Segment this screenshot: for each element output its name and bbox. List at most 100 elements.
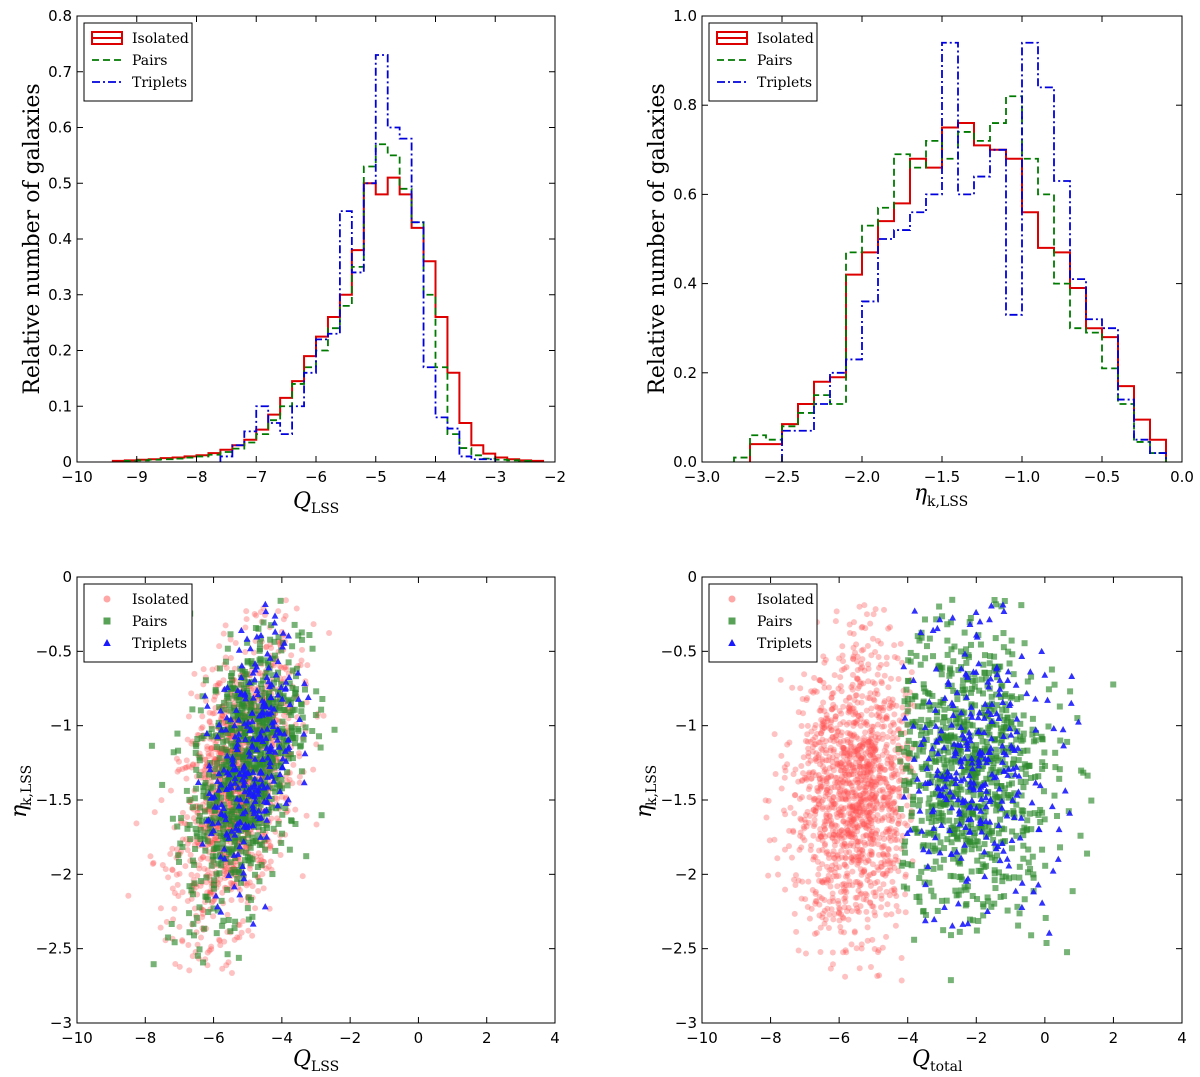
pairs-point — [273, 676, 280, 683]
isolated-point — [854, 894, 861, 901]
isolated-point — [790, 828, 797, 835]
pairs-point — [193, 830, 200, 837]
isolated-point — [831, 855, 838, 862]
isolated-point — [885, 696, 892, 703]
isolated-point — [771, 836, 778, 843]
isolated-point — [838, 911, 845, 918]
isolated-point — [832, 713, 839, 720]
isolated-point — [179, 937, 186, 944]
triplets-point — [223, 752, 231, 759]
isolated-point — [813, 804, 820, 811]
pairs-point — [1017, 720, 1024, 727]
isolated-point — [191, 905, 198, 912]
isolated-point — [824, 791, 831, 798]
isolated-point — [871, 793, 878, 800]
isolated-point — [196, 862, 203, 869]
isolated-point — [879, 723, 886, 730]
triplets-point — [217, 853, 225, 860]
pairs-point — [1035, 811, 1042, 818]
isolated-point — [818, 895, 825, 902]
pairs-point — [168, 920, 175, 927]
isolated-point — [866, 803, 873, 810]
pairs-point — [212, 766, 219, 773]
pairs-point — [948, 759, 955, 766]
pairs-point — [290, 734, 297, 741]
isolated-point — [274, 815, 281, 822]
pairs-point — [904, 708, 911, 715]
isolated-point — [825, 757, 832, 764]
pairs-point — [197, 878, 204, 885]
isolated-point — [830, 746, 837, 753]
isolated-point — [866, 737, 873, 744]
triplets-point — [257, 732, 265, 740]
isolated-point — [174, 881, 181, 888]
isolated-point — [846, 849, 853, 856]
isolated-point — [892, 809, 899, 816]
pairs-point — [992, 857, 999, 864]
isolated-point — [837, 791, 844, 798]
isolated-point — [840, 884, 847, 891]
isolated-point — [797, 832, 804, 839]
isolated-point — [875, 851, 882, 858]
isolated-point — [858, 945, 865, 952]
isolated-point — [854, 658, 861, 665]
isolated-point — [887, 699, 894, 706]
ticks: −3.0 −2.5 −2.0 −1.5 −1.0 −0.5 0.00.00.20.40.60… — [673, 7, 1194, 486]
isolated-point — [853, 807, 860, 814]
isolated-point — [855, 857, 862, 864]
pairs-point — [244, 659, 251, 666]
pairs-point — [927, 706, 934, 713]
triplets-point — [300, 730, 308, 737]
pairs-point — [997, 694, 1004, 701]
pairs-point — [979, 738, 986, 745]
pairs-point — [189, 804, 196, 811]
pairs-point — [974, 814, 981, 821]
isolated-point — [887, 805, 894, 812]
pairs-point — [957, 860, 964, 867]
isolated-point — [887, 792, 894, 799]
isolated-point — [836, 828, 843, 835]
triplets-point — [263, 833, 271, 840]
isolated-point — [821, 742, 828, 749]
isolated-point — [870, 766, 877, 773]
isolated-legend-label: Isolated — [132, 31, 189, 47]
pairs-point — [224, 808, 231, 815]
isolated-point — [869, 836, 876, 843]
triplets-point — [276, 770, 284, 777]
isolated-point — [876, 714, 883, 721]
isolated-point — [889, 807, 896, 814]
isolated-point — [852, 776, 859, 783]
isolated-point — [867, 848, 874, 855]
isolated-point — [872, 889, 879, 896]
isolated-point — [859, 743, 866, 750]
triplets-point — [240, 838, 248, 845]
triplets-point — [266, 758, 274, 765]
isolated-point — [805, 786, 812, 793]
isolated-point — [893, 903, 900, 910]
pairs-point — [227, 765, 234, 772]
isolated-point — [852, 790, 859, 797]
isolated-point — [829, 851, 836, 858]
isolated-point — [857, 764, 864, 771]
pairs-point — [262, 689, 269, 696]
pairs-point — [241, 733, 248, 740]
isolated-point — [852, 718, 859, 725]
pairs-point — [242, 814, 249, 821]
isolated-point — [876, 885, 883, 892]
isolated-point — [870, 840, 877, 847]
triplets-point — [263, 709, 271, 716]
pairs-point — [192, 749, 199, 756]
pairs-point — [1031, 810, 1038, 817]
isolated-point — [830, 794, 837, 801]
isolated-point — [791, 792, 798, 799]
pairs-point — [298, 768, 305, 775]
triplets-point — [242, 735, 249, 743]
isolated-point — [830, 767, 837, 774]
isolated-point — [853, 945, 860, 952]
y-tick-label: 1.0 — [673, 7, 697, 25]
isolated-point — [827, 719, 834, 726]
isolated-point — [892, 853, 899, 860]
isolated-point — [867, 749, 874, 756]
isolated-point — [223, 664, 230, 671]
isolated-point — [862, 790, 869, 797]
